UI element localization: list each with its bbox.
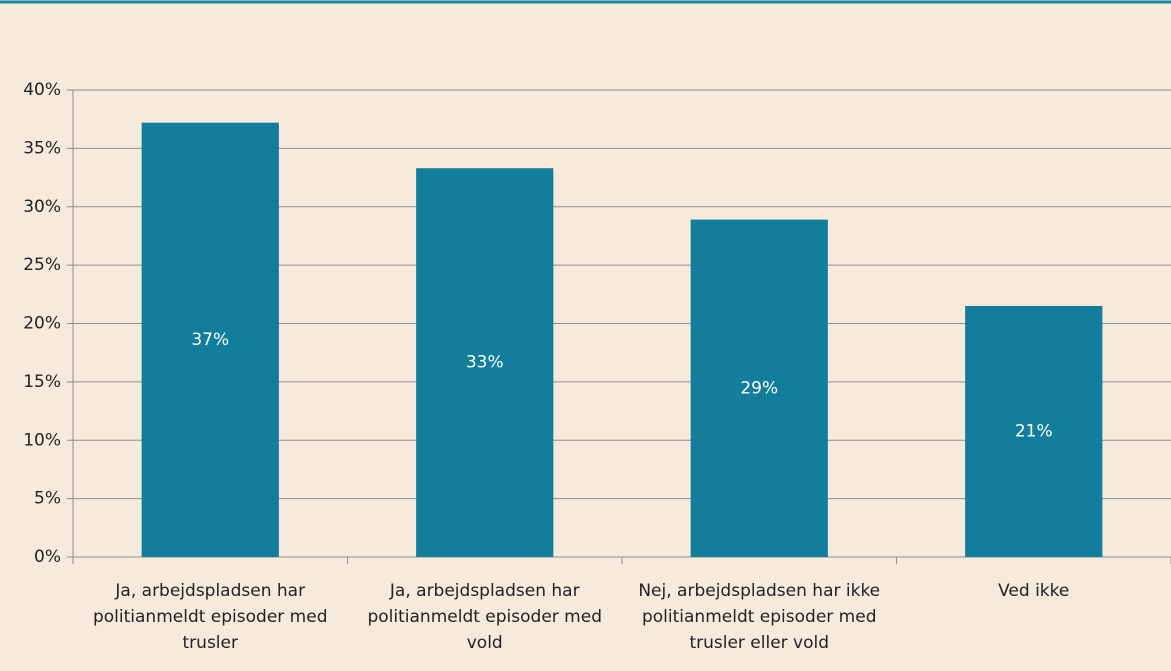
label-line: trusler [183,633,238,653]
y-tick-label: 40% [23,80,61,100]
y-tick-label: 5% [34,489,61,509]
x-tick-label: Ja, arbejdspladsen har politianmeldt epis… [367,581,602,653]
label-line: Ja, arbejdspladsen har [389,581,580,601]
label-line: Ja, arbejdspladsen har [114,581,305,601]
y-tick-label: 20% [23,314,61,334]
label-line: politianmeldt episoder med [93,607,328,627]
data-label: 29% [740,378,778,398]
label-line: trusler eller vold [689,633,829,653]
bar [141,122,279,557]
y-tick-label: 30% [23,197,61,217]
bar [690,219,828,557]
x-tick-label: Ja, arbejdspladsen har politianmeldt epis… [93,581,328,653]
y-tick-label: 25% [23,255,61,275]
data-label: 37% [191,330,229,350]
y-tick-label: 10% [23,430,61,450]
label-line: vold [467,633,503,653]
x-tick-label: Ved ikke [998,581,1069,601]
bar [416,168,554,557]
label-line: Nej, arbejdspladsen har ikke [638,581,880,601]
y-tick-label: 0% [34,547,61,567]
data-label: 33% [466,353,504,373]
label-line: Ved ikke [998,581,1069,601]
x-tick-label: Nej, arbejdspladsen har ikke politianmeld… [638,581,880,653]
y-tick-label: 15% [23,372,61,392]
bar [965,305,1103,557]
y-tick-label: 35% [23,138,61,158]
label-line: politianmeldt episoder med [367,607,602,627]
data-label: 21% [1015,421,1053,441]
label-line: politianmeldt episoder med [642,607,877,627]
